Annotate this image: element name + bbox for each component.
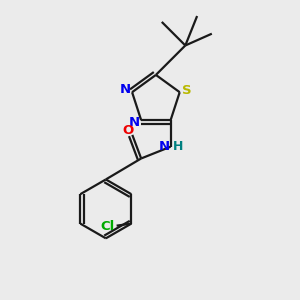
Text: S: S (182, 84, 192, 97)
Text: N: N (129, 116, 140, 129)
Text: N: N (159, 140, 170, 153)
Text: Cl: Cl (101, 220, 115, 233)
Text: N: N (120, 83, 131, 96)
Text: O: O (122, 124, 134, 137)
Text: H: H (173, 140, 183, 153)
